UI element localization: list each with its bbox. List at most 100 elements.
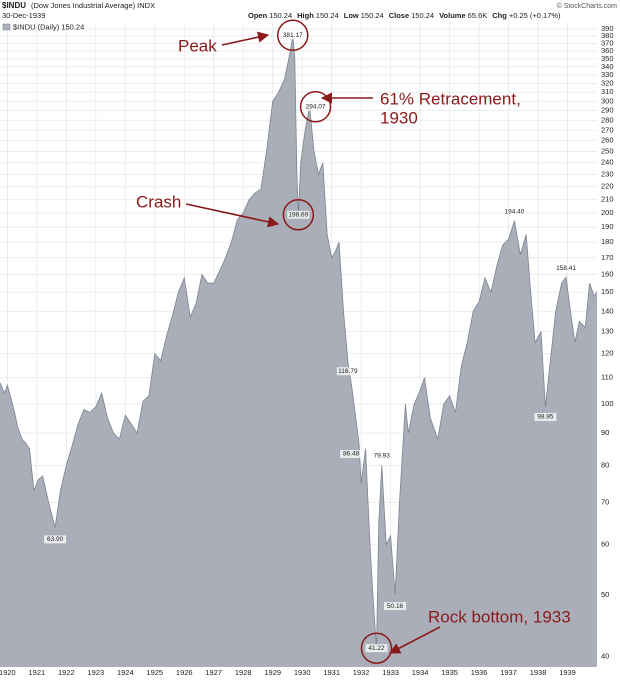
callout-text: Rock bottom, 1933 (428, 607, 571, 626)
callout-arrow (389, 626, 441, 654)
callout-arrow (221, 31, 270, 46)
y-tick-label: 310 (601, 87, 614, 96)
plot: 40 50 60 70 80 90 100 110 120 130 140 150 160 170 180 1… (0, 19, 614, 677)
x-tick-label: 1935 (441, 668, 458, 677)
y-tick-label: 60 (601, 540, 609, 549)
y-tick-label: 160 (601, 269, 614, 278)
y-tick-label: 200 (601, 208, 614, 217)
y-tick-label: 240 (601, 158, 614, 167)
quote-label: Close (389, 11, 409, 20)
callout-circle (299, 91, 332, 123)
quote-value: 150.24 (361, 11, 384, 20)
value-label: 86.48 (343, 451, 360, 458)
callout-arrow (185, 203, 280, 228)
quote-label: Chg (492, 11, 507, 20)
quote-value: 150.24 (316, 11, 339, 20)
x-tick-label: 1937 (500, 668, 517, 677)
credit: © StockCharts.com (557, 2, 618, 10)
x-tick-label: 1929 (264, 668, 281, 677)
value-label: 41.22 (368, 645, 385, 652)
y-tick-label: 290 (601, 106, 614, 115)
y-tick-label: 80 (601, 460, 609, 469)
quote-label: Low (344, 11, 359, 20)
value-label-box (336, 367, 359, 376)
quote-value: +0.25 (+0.17%) (509, 11, 561, 20)
value-label-box (44, 535, 67, 544)
x-tick-label: 1928 (235, 668, 252, 677)
y-tick-label: 230 (601, 169, 614, 178)
value-label: 63.90 (47, 536, 64, 543)
y-tick-label: 190 (601, 222, 614, 231)
value-label: 381.17 (283, 32, 303, 39)
x-tick-label: 1927 (205, 668, 222, 677)
y-tick-label: 130 (601, 327, 614, 336)
x-tick-label: 1933 (382, 668, 399, 677)
y-tick-label: 180 (601, 237, 614, 246)
y-tick-label: 260 (601, 136, 614, 145)
value-label: 294.07 (306, 103, 326, 110)
y-tick-label: 120 (601, 349, 614, 358)
quote-label: Volume (439, 11, 466, 20)
x-tick-label: 1936 (471, 668, 488, 677)
y-tick-label: 110 (601, 373, 613, 382)
y-tick-label: 340 (601, 62, 614, 71)
quote: Open 150.24 High 150.24 Low 150.24 Close 150.24… (248, 11, 561, 20)
x-tick-label: 1922 (58, 668, 75, 677)
callout-text: Crash (136, 192, 181, 211)
symbol: $INDU (2, 1, 26, 10)
value-label: 79.93 (374, 452, 391, 459)
callout-circle (282, 199, 315, 231)
y-tick-label: 280 (601, 115, 614, 124)
value-label-box (534, 412, 557, 421)
area (0, 35, 597, 668)
x-tick-label: 1921 (29, 668, 46, 677)
value-label: 194.40 (505, 209, 525, 216)
value-label-box (281, 31, 304, 40)
y-tick-label: 360 (601, 46, 614, 55)
symbol-name: (Dow Jones Industrial Average) INDX (31, 1, 155, 10)
value-label-box (555, 264, 578, 273)
y-tick-label: 390 (601, 24, 614, 33)
x-tick-label: 1934 (412, 668, 429, 677)
y-tick-label: 70 (601, 497, 609, 506)
value-label-box (370, 451, 393, 460)
legend-swatch (2, 23, 11, 31)
y-tick-label: 300 (601, 96, 614, 105)
value-label: 98.95 (537, 414, 554, 421)
quote-label: Open (248, 11, 268, 20)
value-label-box (287, 210, 310, 219)
value-label: 116.79 (338, 368, 358, 375)
y-tick-label: 270 (601, 125, 614, 134)
y-tick-label: 50 (601, 590, 609, 599)
value-label-box (340, 450, 363, 459)
quote-value: 65.6K (468, 11, 488, 20)
y-tick-label: 320 (601, 78, 614, 87)
y-tick-label: 210 (601, 195, 614, 204)
x-tick-label: 1923 (87, 668, 104, 677)
x-tick-label: 1930 (294, 668, 311, 677)
y-tick-label: 380 (601, 31, 614, 40)
value-label-box (384, 602, 407, 611)
y-tick-label: 140 (601, 306, 614, 315)
value-label-box (503, 207, 526, 216)
callout-text: 1930 (380, 108, 418, 127)
callout-text: Peak (178, 36, 217, 55)
x-tick-label: 1924 (117, 668, 134, 677)
value-label-box (365, 644, 388, 653)
x-tick-label: 1926 (176, 668, 193, 677)
y-tick-label: 330 (601, 70, 614, 79)
callout-circle (277, 19, 309, 52)
x-tick-label: 1938 (530, 668, 547, 677)
value-label: 198.69 (288, 212, 308, 219)
y-tick-label: 100 (601, 399, 614, 408)
y-tick-label: 170 (601, 253, 614, 262)
quote-label: High (297, 11, 314, 20)
x-tick-label: 1932 (353, 668, 370, 677)
y-tick-label: 90 (601, 428, 609, 437)
y-tick-label: 250 (601, 146, 614, 155)
y-tick-label: 150 (601, 287, 614, 296)
quote-value: 150.24 (269, 11, 292, 20)
value-label: 50.16 (387, 603, 404, 610)
value-label: 158.41 (556, 265, 576, 272)
